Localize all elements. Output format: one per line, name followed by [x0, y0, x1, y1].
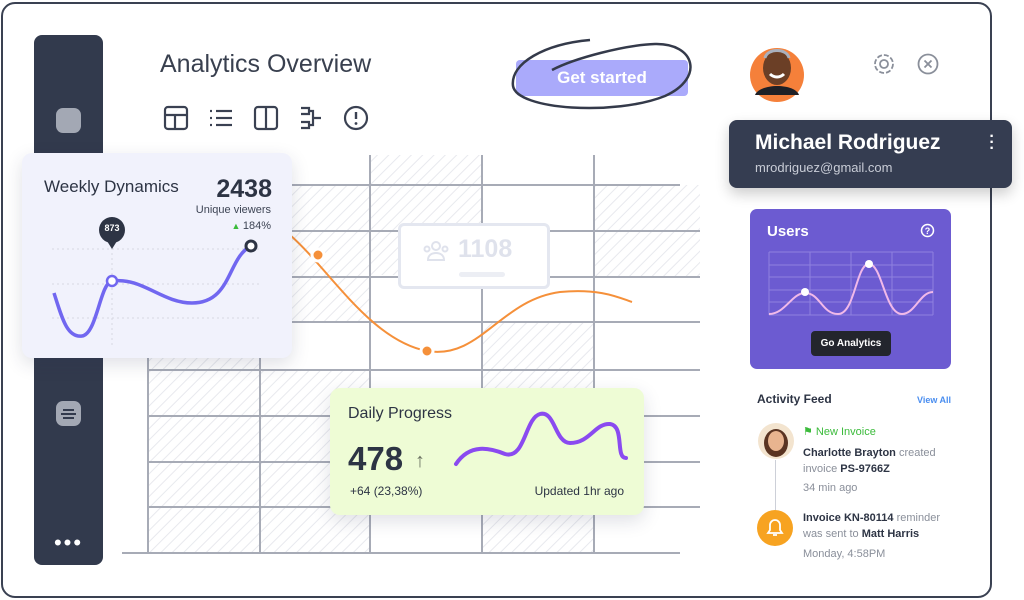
flag-icon: ⚑	[803, 426, 816, 438]
daily-progress-card: Daily Progress 478 ↑ +64 (23,38%) Update…	[330, 388, 644, 515]
marker-bubble	[99, 217, 125, 243]
more-options-icon[interactable]: · · ·	[989, 128, 995, 157]
feed-item-text: Invoice KN-80114 reminder was sent to Mat…	[803, 510, 940, 542]
toolbar	[162, 104, 370, 132]
scribble-circle	[511, 38, 692, 110]
weekly-marker-label: 873	[104, 223, 120, 233]
invoice-ref[interactable]: PS-9766Z	[840, 463, 890, 475]
settings-gear-icon[interactable]	[872, 52, 896, 76]
text: was sent to	[803, 528, 862, 540]
weekly-point	[244, 239, 258, 253]
bell-icon	[757, 510, 793, 546]
svg-text:?: ?	[925, 226, 931, 236]
daily-title: Daily Progress	[348, 405, 453, 422]
table-icon[interactable]	[162, 104, 190, 132]
profile-email: mrodriguez@gmail.com	[755, 160, 893, 175]
users-point	[865, 260, 873, 268]
weekly-subtitle: Unique viewers	[195, 204, 271, 216]
weekly-dynamics-card: Weekly Dynamics 2438 Unique viewers ▲ 18…	[22, 153, 292, 358]
feed-title: Activity Feed	[757, 392, 832, 406]
text: Invoice	[803, 512, 844, 524]
user-avatar[interactable]	[750, 40, 804, 102]
weekly-point	[105, 274, 119, 288]
users-chart	[768, 251, 934, 316]
weekly-change-value: 184%	[242, 220, 271, 232]
dashboard-icon[interactable]	[56, 108, 81, 133]
tag-label: New Invoice	[815, 426, 876, 438]
charlotte-avatar[interactable]	[758, 423, 794, 459]
columns-icon[interactable]	[252, 104, 280, 132]
arrow-up-icon: ↑	[415, 450, 425, 472]
alert-icon[interactable]	[342, 104, 370, 132]
weekly-change: ▲ 184%	[231, 220, 271, 232]
orange-point	[310, 247, 326, 263]
feed-item-time: 34 min ago	[803, 482, 858, 494]
text: invoice	[803, 463, 841, 475]
action: created	[895, 447, 936, 459]
more-icon[interactable]: •••	[53, 530, 84, 555]
weekly-chart	[52, 217, 262, 348]
target-user[interactable]: Matt Harris	[861, 528, 920, 540]
daily-value: 478	[348, 440, 404, 477]
actor: Charlotte Brayton	[803, 447, 896, 459]
feed-item-tag: ⚑ New Invoice	[803, 425, 876, 438]
up-triangle-icon: ▲	[231, 221, 243, 231]
help-icon[interactable]: ?	[920, 223, 935, 238]
view-all-link[interactable]: View All	[916, 395, 951, 405]
timeline-line	[775, 460, 776, 510]
weekly-value: 2438	[216, 175, 272, 203]
feed-item-time: Monday, 4:58PM	[803, 548, 886, 560]
action: reminder	[893, 512, 940, 524]
viewers-ghost-card: 1108	[398, 223, 550, 289]
go-analytics-button[interactable]: Go Analytics	[811, 331, 891, 356]
hierarchy-icon[interactable]	[297, 104, 325, 132]
users-title: Users	[767, 223, 809, 240]
profile-name: Michael Rodriguez	[755, 131, 941, 154]
daily-series-line	[454, 411, 628, 466]
menu-icon[interactable]	[56, 401, 81, 426]
users-icon	[423, 241, 449, 261]
ghost-bar	[459, 272, 505, 277]
weekly-title: Weekly Dynamics	[44, 177, 179, 196]
feed-item-text: Charlotte Brayton created invoice PS-9766…	[803, 445, 936, 477]
invoice-ref[interactable]: KN-80114	[843, 512, 894, 524]
users-card: Users ? Go Analytics	[750, 209, 951, 369]
profile-card: Michael Rodriguez mrodriguez@gmail.com ·…	[729, 120, 1012, 188]
orange-point	[419, 343, 435, 359]
close-icon[interactable]	[916, 52, 940, 76]
orange-series-line	[289, 234, 633, 353]
daily-delta: +64 (23,38%)	[350, 484, 423, 498]
page-title: Analytics Overview	[160, 50, 372, 78]
weekly-series-line	[52, 244, 252, 338]
users-point	[801, 288, 809, 296]
daily-chart	[454, 411, 628, 466]
ghost-value: 1108	[458, 235, 513, 263]
daily-updated: Updated 1hr ago	[534, 484, 624, 498]
get-started-button[interactable]: Get started	[516, 60, 688, 96]
list-icon[interactable]	[207, 104, 235, 132]
